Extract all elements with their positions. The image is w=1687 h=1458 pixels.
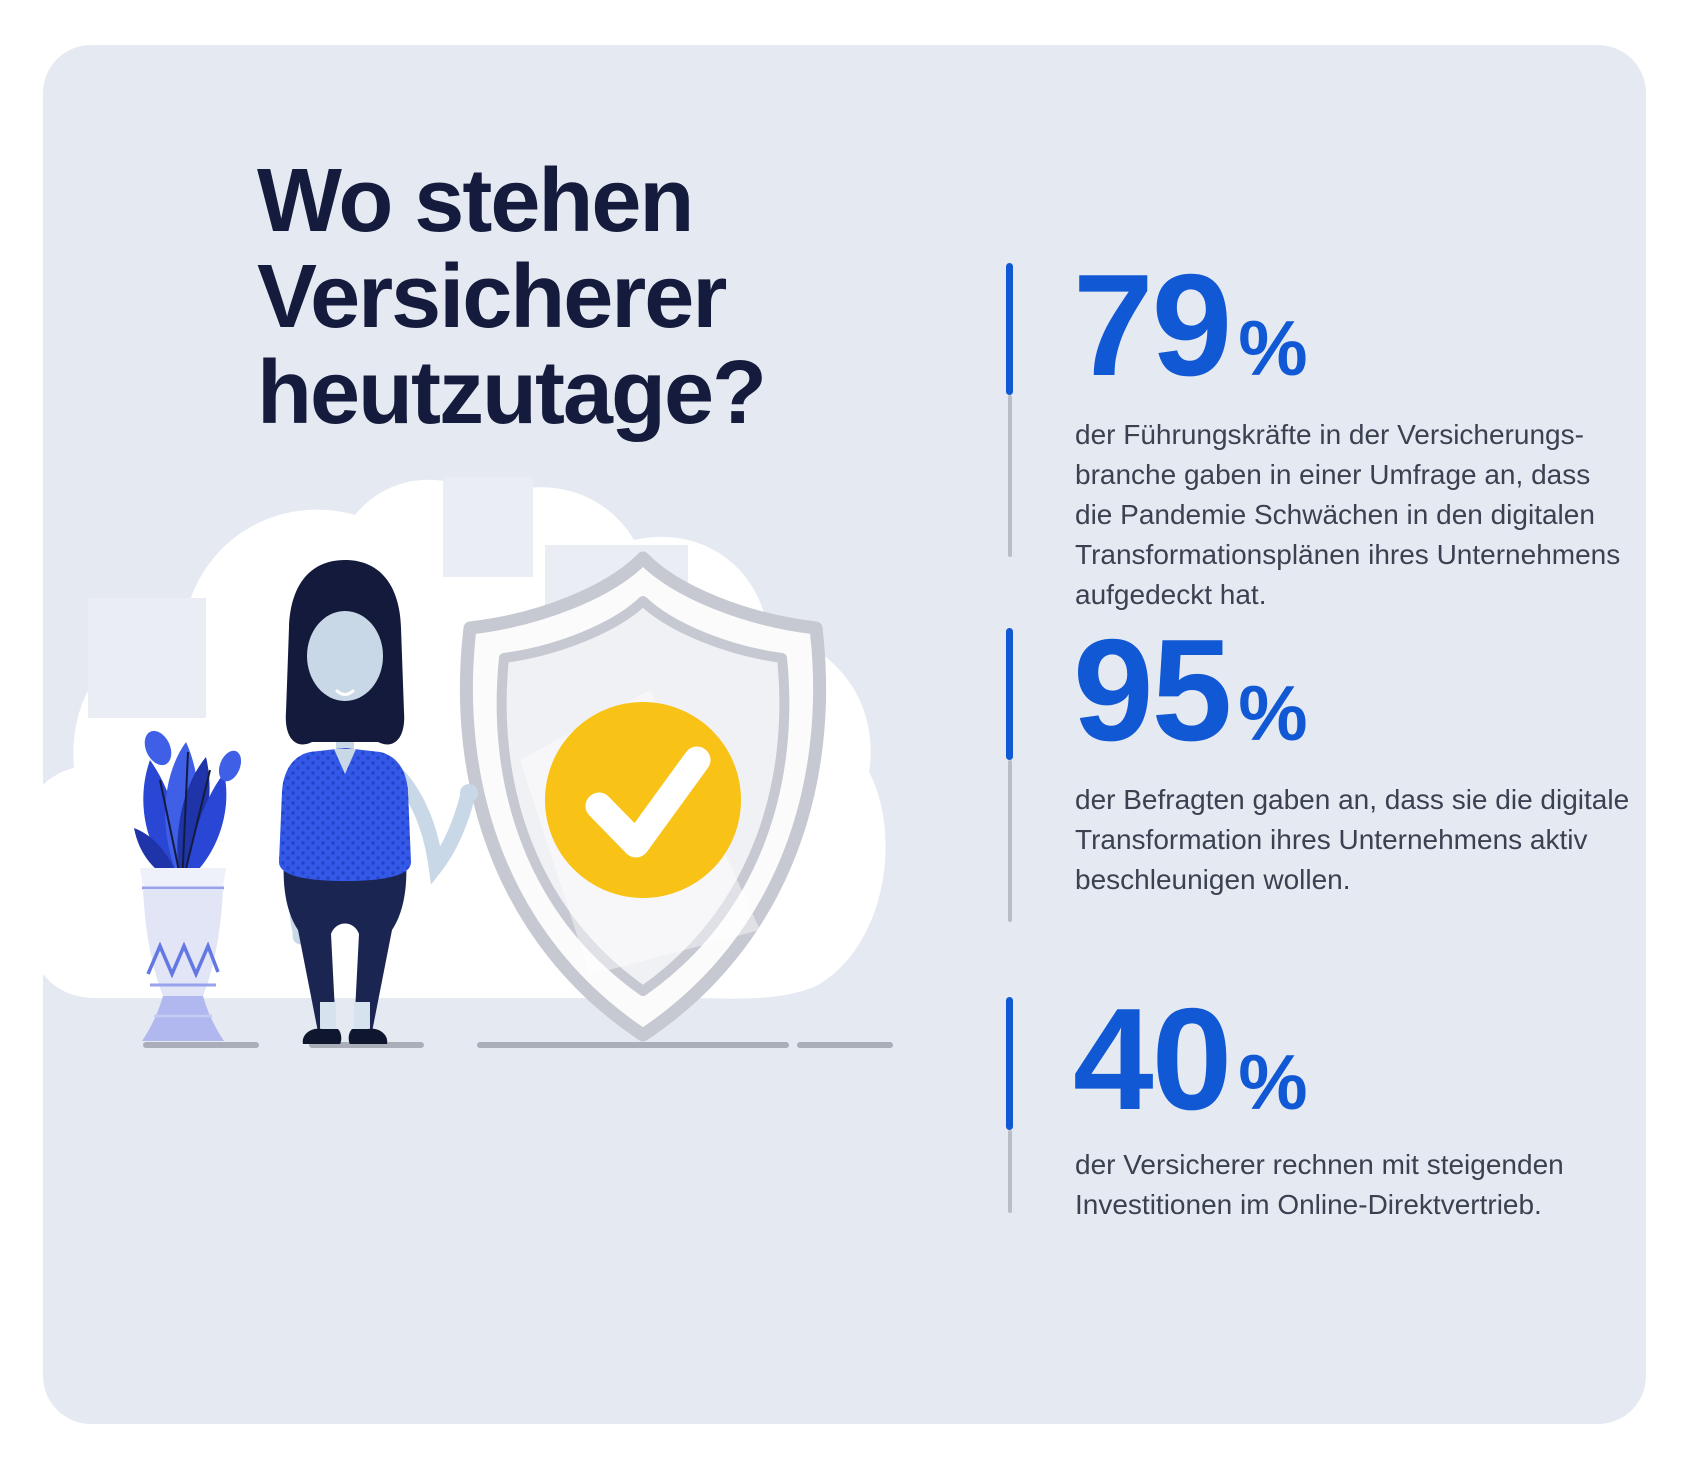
check-icon — [585, 746, 711, 858]
stat-3-number: 40 % — [1073, 987, 1308, 1132]
woman-figure — [279, 560, 478, 1044]
stat-1-number: 79 % — [1073, 253, 1308, 398]
check-circle — [545, 702, 741, 898]
stat-2-bar-blue — [1006, 628, 1013, 760]
stat-3-unit: % — [1238, 1038, 1308, 1126]
stat-3-value: 40 — [1073, 978, 1232, 1140]
smile — [335, 689, 355, 696]
shield-check-icon — [459, 551, 827, 1042]
stat-2-bar-gray — [1008, 760, 1012, 922]
potted-plant — [134, 730, 242, 1041]
infographic-card: Wo stehen Versicherer heutzutage? — [43, 45, 1646, 1424]
illustration — [43, 477, 893, 1048]
stat-3-bar-gray — [1008, 1130, 1012, 1213]
stat-1-description: der Führungskräfte in der Versicherungs-… — [1075, 419, 1621, 610]
stat-1-unit: % — [1238, 304, 1308, 392]
stat-2-value: 95 — [1073, 609, 1232, 771]
page-title: Wo stehen Versicherer heutzutage? — [257, 151, 767, 443]
stat-2-number: 95 % — [1073, 618, 1308, 763]
stat-1-bar-gray — [1008, 395, 1012, 557]
stat-1-value: 79 — [1073, 244, 1232, 406]
face — [307, 611, 383, 701]
stat-1-bar-blue — [1006, 263, 1013, 395]
vase — [140, 868, 226, 1041]
stat-3-bar-blue — [1006, 997, 1013, 1130]
stat-2-description: der Befragten gaben an, dass sie die dig… — [1075, 784, 1630, 895]
stat-3-description: der Versicherer rechnen mit steigenden I… — [1075, 1149, 1564, 1220]
stat-2-unit: % — [1238, 669, 1308, 757]
